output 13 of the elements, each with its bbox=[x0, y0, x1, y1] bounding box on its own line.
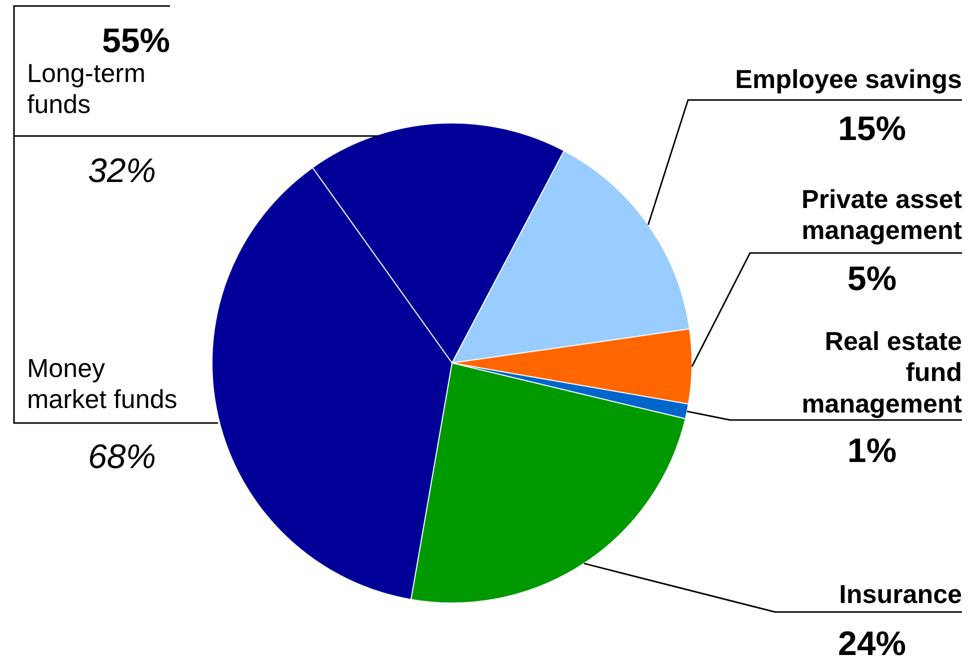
slice-label: Private asset management bbox=[802, 184, 962, 246]
slice-label: Money market funds bbox=[27, 353, 178, 414]
text: 68% bbox=[88, 438, 156, 476]
data-label: 24% bbox=[838, 625, 906, 662]
data-label: 1% bbox=[847, 432, 897, 470]
data-label: 15% bbox=[838, 110, 906, 148]
data-label: 5% bbox=[847, 260, 897, 298]
slice-label: Employee savings bbox=[735, 64, 962, 94]
slice-label: Insurance bbox=[839, 579, 962, 609]
text: 55% bbox=[102, 22, 170, 60]
text: 32% bbox=[88, 152, 156, 190]
slice-label: Long-term funds bbox=[27, 58, 146, 120]
slice-label: Real estate fund management bbox=[802, 326, 962, 418]
